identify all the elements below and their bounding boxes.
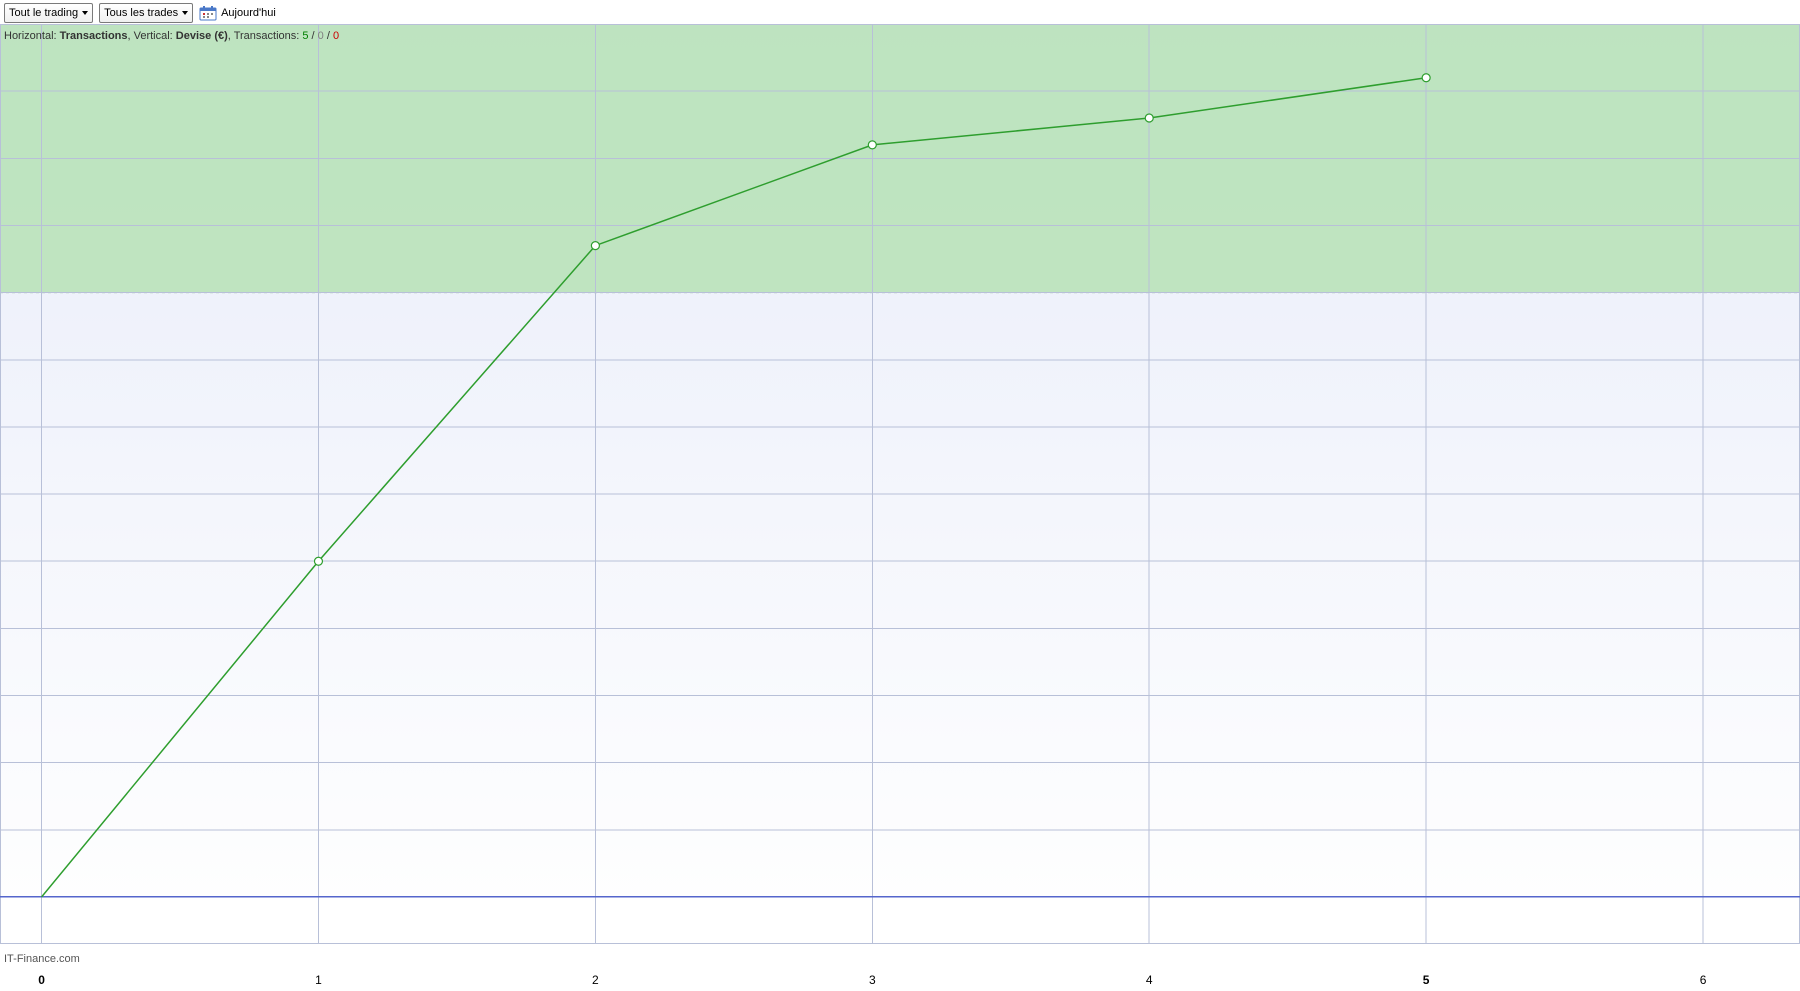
trading-scope-dropdown[interactable]: Tout le trading [4, 3, 93, 23]
toolbar: Tout le trading Tous les trades Aujourd'… [0, 0, 1800, 27]
axis-info-line: Horizontal: Transactions, Vertical: Devi… [4, 30, 339, 42]
x-tick-label: 5 [1423, 973, 1430, 987]
info-h-value: Transactions [60, 30, 128, 42]
x-tick-label: 0 [38, 973, 45, 987]
trading-scope-label: Tout le trading [9, 7, 78, 19]
watermark: IT-Finance.com [4, 953, 80, 965]
date-button-label: Aujourd'hui [221, 7, 276, 19]
chevron-down-icon [82, 11, 88, 15]
x-tick-label: 2 [592, 973, 599, 987]
x-tick-label: 6 [1700, 973, 1707, 987]
trades-filter-dropdown[interactable]: Tous les trades [99, 3, 193, 23]
trades-filter-label: Tous les trades [104, 7, 178, 19]
x-tick-label: 1 [315, 973, 322, 987]
x-axis-labels: 0 1 2 3 4 5 6 [0, 969, 1800, 991]
info-v-value: Devise (€) [176, 30, 228, 42]
calendar-icon [199, 5, 217, 21]
chevron-down-icon [182, 11, 188, 15]
x-tick-label: 3 [869, 973, 876, 987]
info-h-prefix: Horizontal: [4, 30, 60, 42]
equity-curve-chart [0, 24, 1800, 944]
info-trans-loss: 0 [333, 30, 339, 42]
info-sep3: / [309, 30, 318, 42]
info-sep1: , Vertical: [128, 30, 176, 42]
chart-area [0, 24, 1800, 967]
info-sep2: , Transactions: [228, 30, 303, 42]
x-tick-label: 4 [1146, 973, 1153, 987]
info-sep4: / [324, 30, 333, 42]
date-button[interactable]: Aujourd'hui [199, 5, 276, 21]
